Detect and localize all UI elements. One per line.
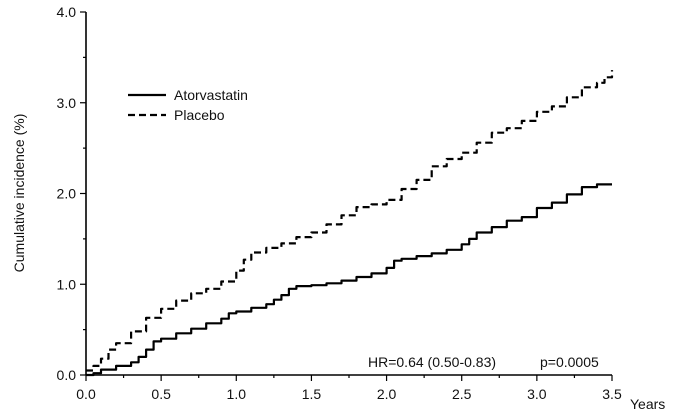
axes — [85, 12, 612, 376]
hazard-ratio-annotation: HR=0.64 (0.50-0.83) — [368, 354, 496, 370]
legend-label-placebo: Placebo — [174, 107, 225, 123]
legend-label-atorvastatin: Atorvastatin — [174, 87, 248, 103]
y-ticks: 0.0 1.0 2.0 3.0 4.0 — [57, 4, 86, 383]
x-ticks: 0.0 0.5 1.0 1.5 2.0 2.5 3.0 3.5 — [76, 375, 622, 402]
x-tick-label: 1.0 — [227, 386, 247, 402]
x-tick-label: 1.5 — [302, 386, 322, 402]
series-line-placebo — [86, 70, 614, 372]
x-tick-label: 0.0 — [76, 386, 96, 402]
x-tick-label: 3.5 — [602, 386, 622, 402]
x-tick-label: 0.5 — [151, 386, 171, 402]
y-tick-label: 0.0 — [57, 367, 77, 383]
x-axis-label: Years — [630, 396, 665, 412]
x-tick-label: 2.5 — [452, 386, 472, 402]
p-value-annotation: p=0.0005 — [540, 354, 599, 370]
x-tick-label: 2.0 — [377, 386, 397, 402]
y-tick-label: 1.0 — [57, 276, 77, 292]
x-tick-label: 3.0 — [527, 386, 547, 402]
y-tick-label: 2.0 — [57, 186, 77, 202]
series-layer — [86, 70, 614, 377]
annotations: HR=0.64 (0.50-0.83) p=0.0005 — [368, 354, 599, 370]
y-tick-label: 4.0 — [57, 4, 77, 20]
legend: Atorvastatin Placebo — [128, 87, 248, 123]
series-line-atorvastatin — [86, 183, 612, 377]
y-axis-label: Cumulative incidence (%) — [11, 114, 27, 273]
y-tick-label: 3.0 — [57, 95, 77, 111]
